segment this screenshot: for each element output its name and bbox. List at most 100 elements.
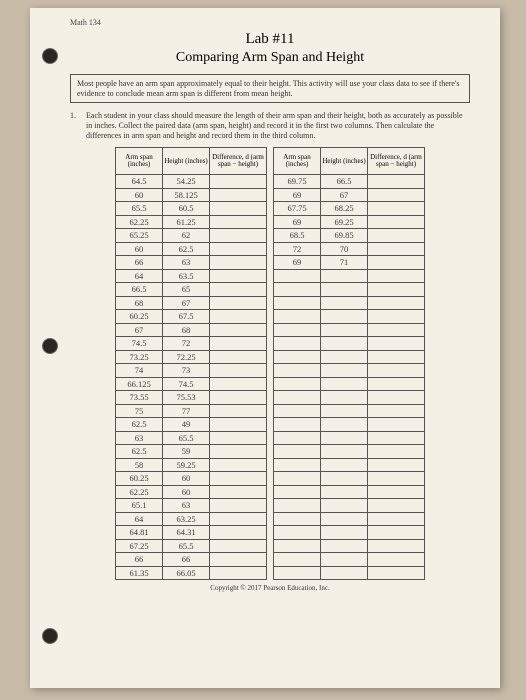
- table-row: 5859.25: [116, 458, 267, 472]
- table-cell: 67.5: [163, 310, 210, 324]
- table-cell: 63: [163, 256, 210, 270]
- table-row: 73.2572.25: [116, 350, 267, 364]
- table-row: 62.2561.25: [116, 215, 267, 229]
- table-cell: [321, 337, 368, 351]
- table-cell: [321, 526, 368, 540]
- table-cell: 62.25: [116, 215, 163, 229]
- table-cell: 69.25: [321, 215, 368, 229]
- table-cell: [210, 175, 267, 189]
- table-cell: [210, 485, 267, 499]
- table-cell: 62.5: [116, 418, 163, 432]
- table-cell: [210, 283, 267, 297]
- table-row: 7473: [116, 364, 267, 378]
- data-tables: Arm span (inches) Height (inches) Differ…: [70, 147, 470, 580]
- table-cell: [210, 350, 267, 364]
- table-cell: 60: [163, 485, 210, 499]
- table-cell: [321, 418, 368, 432]
- table-cell: 75.53: [163, 391, 210, 405]
- table-cell: 49: [163, 418, 210, 432]
- table-row: 65.163: [116, 499, 267, 513]
- table-row: [274, 337, 425, 351]
- table-cell: [321, 350, 368, 364]
- table-cell: [274, 499, 321, 513]
- table-cell: [274, 337, 321, 351]
- table-row: [274, 499, 425, 513]
- table-cell: 62.25: [116, 485, 163, 499]
- table-cell: [321, 391, 368, 405]
- table-cell: [368, 445, 425, 459]
- table-row: [274, 485, 425, 499]
- table-cell: [368, 418, 425, 432]
- table-row: [274, 431, 425, 445]
- table-cell: [210, 404, 267, 418]
- table-row: 60.2567.5: [116, 310, 267, 324]
- table-cell: 69: [274, 256, 321, 270]
- table-cell: 67.25: [116, 539, 163, 553]
- table-cell: 65.5: [163, 539, 210, 553]
- table-row: 6058.125: [116, 188, 267, 202]
- table-cell: [274, 296, 321, 310]
- table-cell: 77: [163, 404, 210, 418]
- table-cell: [210, 458, 267, 472]
- table-cell: 73.55: [116, 391, 163, 405]
- table-cell: 67: [163, 296, 210, 310]
- punch-hole: [42, 48, 58, 64]
- table-cell: 54.25: [163, 175, 210, 189]
- table-cell: [274, 539, 321, 553]
- table-cell: 66.05: [163, 566, 210, 580]
- table-cell: 67: [321, 188, 368, 202]
- table-cell: [321, 458, 368, 472]
- table-cell: [321, 553, 368, 567]
- table-cell: [368, 269, 425, 283]
- table-cell: [368, 202, 425, 216]
- table-cell: [210, 242, 267, 256]
- table-row: [274, 323, 425, 337]
- table-cell: 65.25: [116, 229, 163, 243]
- table-cell: [210, 323, 267, 337]
- table-cell: 64.5: [116, 175, 163, 189]
- table-cell: [210, 499, 267, 513]
- table-row: [274, 526, 425, 540]
- table-cell: 65.5: [116, 202, 163, 216]
- table-cell: 74.5: [116, 337, 163, 351]
- table-cell: [210, 512, 267, 526]
- col-arm: Arm span (inches): [116, 148, 163, 175]
- table-cell: [321, 310, 368, 324]
- table-cell: [368, 242, 425, 256]
- table-cell: 74.5: [163, 377, 210, 391]
- table-cell: 72: [274, 242, 321, 256]
- table-cell: 66.5: [321, 175, 368, 189]
- table-cell: 60.25: [116, 472, 163, 486]
- table-row: 7577: [116, 404, 267, 418]
- table-row: 61.3566.05: [116, 566, 267, 580]
- table-cell: 69.75: [274, 175, 321, 189]
- table-cell: 65: [163, 283, 210, 297]
- table-cell: 59.25: [163, 458, 210, 472]
- table-cell: 68.5: [274, 229, 321, 243]
- table-row: [274, 364, 425, 378]
- table-cell: [210, 296, 267, 310]
- table-cell: [368, 499, 425, 513]
- table-row: [274, 269, 425, 283]
- table-cell: [321, 566, 368, 580]
- table-cell: 66.5: [116, 283, 163, 297]
- table-row: 6463.25: [116, 512, 267, 526]
- table-cell: [210, 445, 267, 459]
- table-cell: [210, 229, 267, 243]
- table-cell: 58.125: [163, 188, 210, 202]
- table-cell: 66: [116, 553, 163, 567]
- table-cell: [321, 472, 368, 486]
- table-row: 73.5575.53: [116, 391, 267, 405]
- table-cell: [210, 364, 267, 378]
- table-cell: [368, 283, 425, 297]
- table-row: [274, 296, 425, 310]
- copyright: Copyright © 2017 Pearson Education, Inc.: [70, 584, 470, 592]
- table-cell: 71: [321, 256, 368, 270]
- table-cell: [274, 310, 321, 324]
- table-row: 62.2560: [116, 485, 267, 499]
- table-cell: 62.5: [116, 445, 163, 459]
- intro-box: Most people have an arm span approximate…: [70, 74, 470, 103]
- table-cell: 60.25: [116, 310, 163, 324]
- table-row: 66.12574.5: [116, 377, 267, 391]
- table-cell: 63.5: [163, 269, 210, 283]
